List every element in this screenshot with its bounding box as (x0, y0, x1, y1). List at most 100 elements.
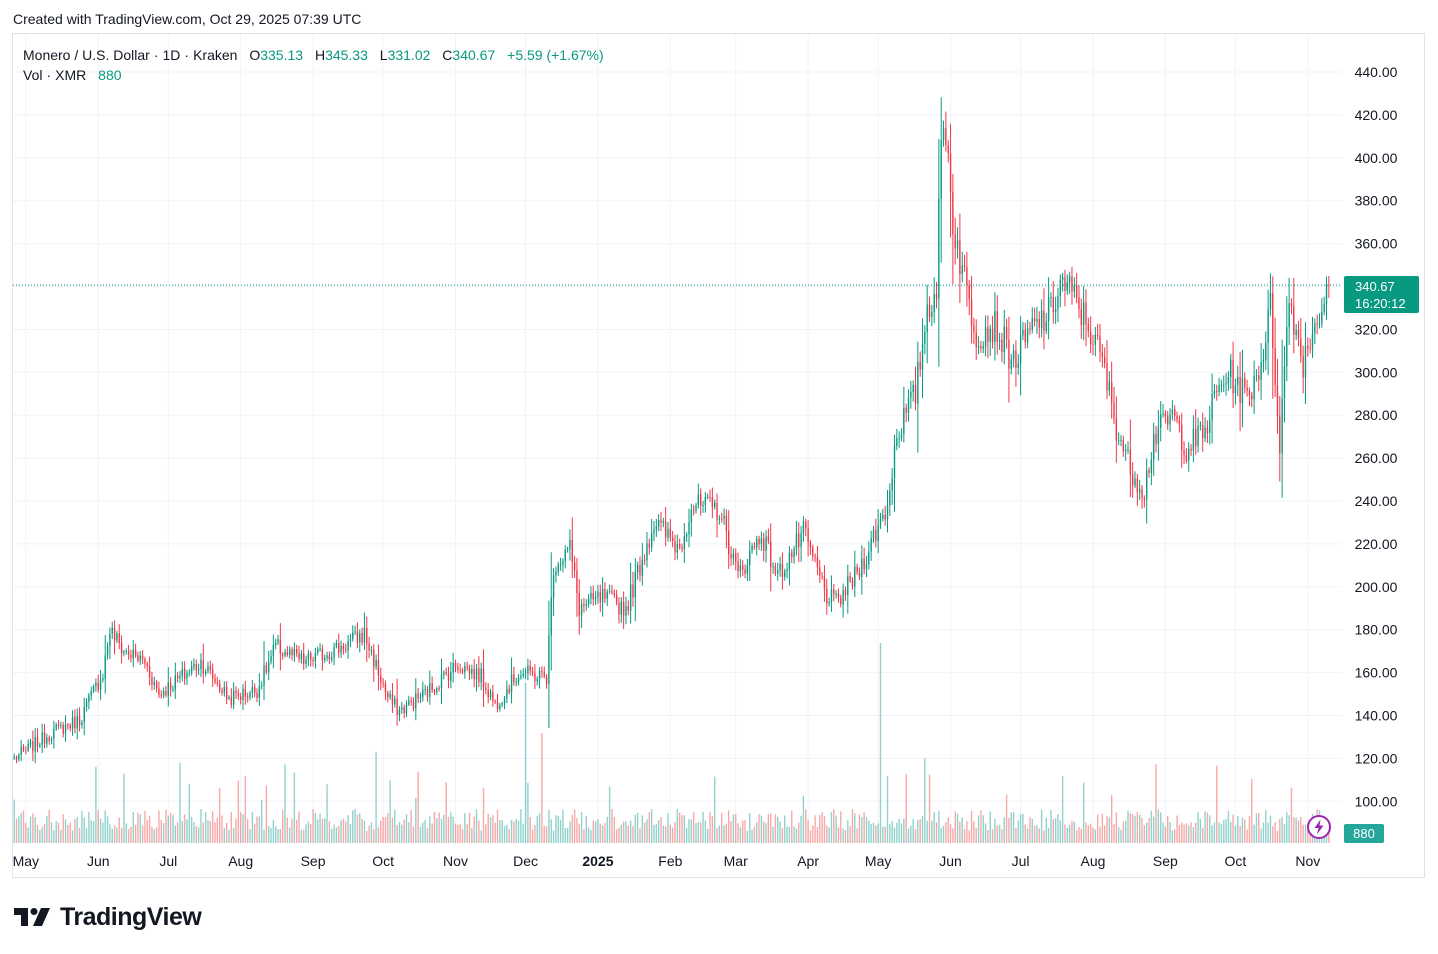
candle-body (966, 266, 968, 286)
volume-bar (148, 815, 151, 843)
candle-body (92, 686, 95, 692)
volume-bar (466, 824, 468, 843)
volume-bar (1101, 813, 1104, 843)
tradingview-logo[interactable]: TradingView (14, 900, 202, 934)
volume-bar (963, 828, 966, 843)
candle-body (305, 659, 307, 664)
candle-body (368, 643, 370, 651)
candle-body (193, 664, 195, 667)
volume-bar (676, 809, 679, 843)
volume-bar (956, 813, 959, 843)
volume-bar (361, 818, 363, 843)
volume-bar (1307, 829, 1309, 843)
tradingview-logo-icon (14, 908, 50, 926)
volume-bar (457, 824, 459, 843)
candle-body (25, 749, 27, 751)
legend-vol-value: 880 (98, 67, 122, 83)
candle-body (1103, 356, 1106, 364)
volume-bar (1251, 778, 1253, 843)
candle-body (485, 687, 487, 691)
volume-bar (531, 829, 534, 843)
time-tick-label: Feb (658, 853, 682, 869)
candle-body (620, 601, 622, 615)
candle-body (1244, 378, 1246, 388)
candle-body (18, 754, 20, 760)
volume-bar (1262, 822, 1265, 843)
volume-bar (816, 827, 819, 843)
volume-bar (683, 815, 686, 843)
candle-body (1311, 333, 1314, 350)
candle-body (123, 651, 125, 654)
volume-bar (146, 820, 148, 843)
volume-bar (980, 810, 982, 843)
volume-bar (809, 830, 812, 843)
candle-body (573, 562, 576, 571)
volume-bar (468, 812, 471, 843)
volume-bar (1141, 818, 1143, 843)
candle-body (15, 757, 18, 760)
candle-body (728, 530, 730, 555)
volume-bar (1029, 817, 1031, 843)
volume-bar (601, 825, 604, 843)
volume-bar (865, 817, 868, 843)
volume-bar (685, 827, 688, 843)
candle-body (321, 648, 324, 661)
candle-body (1059, 279, 1061, 297)
volume-bar (1225, 818, 1227, 843)
volume-bar (611, 809, 613, 843)
volume-bar (977, 815, 980, 843)
volume-bar (447, 816, 450, 843)
volume-bar (660, 817, 662, 843)
volume-bar (118, 817, 120, 843)
candle-body (1096, 334, 1099, 337)
candle-body (1005, 326, 1008, 340)
candle-body (239, 696, 242, 700)
volume-bar (991, 829, 994, 843)
candle-body (629, 584, 632, 611)
candle-body (555, 571, 557, 576)
candle-body (137, 655, 139, 661)
volume-bar (1255, 813, 1258, 843)
volume-bar (57, 822, 60, 843)
candle-body (662, 521, 665, 523)
candle-body (249, 692, 251, 698)
lightning-icon[interactable] (1306, 814, 1332, 840)
candle-body (1036, 319, 1038, 322)
volume-bar (41, 827, 43, 843)
volume-bar (639, 828, 641, 843)
volume-bar (438, 812, 440, 843)
volume-bar (835, 815, 837, 843)
volume-bar (690, 819, 693, 843)
volume-bar (907, 828, 910, 843)
candle-body (296, 648, 298, 654)
candle-body (450, 672, 452, 681)
candle-body (127, 650, 130, 656)
candle-body (1003, 326, 1005, 352)
candle-body (57, 724, 60, 726)
candle-body (879, 518, 882, 525)
volume-bar (984, 823, 987, 843)
candle-body (592, 592, 594, 600)
candle-body (223, 686, 226, 693)
candle-body (989, 328, 991, 342)
candle-body (742, 565, 744, 570)
volume-bar (15, 818, 18, 843)
volume-bar (970, 810, 973, 843)
candle-body (176, 675, 179, 679)
volume-bar (422, 822, 424, 843)
candle-body (1323, 304, 1325, 312)
volume-bar (1244, 819, 1246, 843)
volume-bar (25, 822, 27, 843)
volume-bar (1269, 815, 1272, 843)
volume-bar (510, 819, 513, 843)
candle-body (688, 522, 690, 535)
volume-bar (370, 822, 373, 843)
candle-body (594, 596, 597, 600)
volume-bar (1094, 829, 1097, 843)
candle-body (260, 685, 263, 687)
candle-body (489, 692, 492, 698)
candle-body (408, 700, 410, 705)
volume-bar (692, 812, 695, 843)
candle-body (597, 591, 599, 597)
